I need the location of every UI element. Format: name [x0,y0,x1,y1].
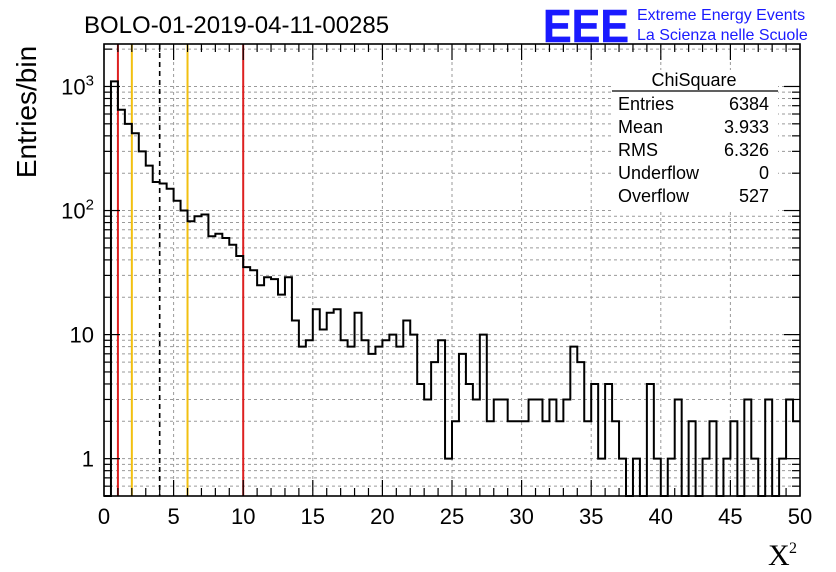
x-axis-label: X 2 [768,539,797,572]
x-tick-label: 45 [718,504,742,529]
histogram-bin [473,399,480,496]
histogram-bin [438,340,445,496]
histogram-bin [278,295,285,496]
histogram-bin [577,362,584,496]
stats-value-underflow: 0 [759,163,769,183]
x-tick-label: 30 [509,504,533,529]
x-tick-label: 35 [579,504,603,529]
histogram-bin [563,399,570,496]
histogram-bin [222,238,229,496]
histogram-bin [215,234,222,496]
histogram-bin [382,340,389,496]
y-tick-label: 1 [82,447,94,472]
histogram-bin [389,335,396,496]
histogram-bin [118,110,125,496]
y-tick-label: 10 [70,323,94,348]
histogram-bin [362,340,369,496]
stats-value-mean: 3.933 [724,117,769,137]
logo-line-1: Extreme Energy Events [637,7,805,24]
histogram-bin [313,309,320,496]
histogram-bin [250,270,257,496]
histogram-bin [111,81,118,496]
histogram-bin [132,133,139,496]
histogram-bin [786,399,793,496]
histogram-bin [549,399,556,496]
x-tick-label: 15 [301,504,325,529]
x-axis-label-superscript: 2 [789,540,797,557]
stats-value-rms: 6.326 [724,140,769,160]
histogram-bin [125,124,132,496]
x-tick-label: 10 [231,504,255,529]
stats-label-entries: Entries [618,94,674,114]
eee-logo-mark: EEE [543,0,629,52]
x-tick-label: 0 [98,504,110,529]
y-tick-label: 103 [61,72,94,99]
x-tick-label: 40 [649,504,673,529]
histogram-bin [285,277,292,496]
x-tick-label: 20 [370,504,394,529]
histogram-bin [431,362,438,496]
histogram-bin [167,189,174,496]
x-tick-label: 5 [167,504,179,529]
stats-label-underflow: Underflow [618,163,700,183]
histogram-bin [605,384,612,496]
eee-logo: EEE Extreme Energy Events La Scienza nel… [543,0,808,52]
histogram-bin [271,279,278,496]
histogram-bin [647,384,654,496]
histogram-bin [459,354,466,496]
histogram-bin [591,384,598,496]
stats-box-background [612,70,778,212]
histogram-bin [417,384,424,496]
histogram-bin [201,214,208,496]
stats-box-title: ChiSquare [651,70,736,90]
x-tick-label: 25 [440,504,464,529]
x-tick-label: 50 [788,504,812,529]
histogram-bin [341,340,348,496]
histogram-bin [194,216,201,496]
x-axis-label-text: X [768,539,790,572]
histogram-bin [675,399,682,496]
stats-value-overflow: 527 [739,186,769,206]
y-axis-label: Entries/bin [11,46,42,178]
histogram-bin [466,384,473,496]
ticks-layer [103,44,801,496]
histogram-bin [424,399,431,496]
histogram-bin [146,166,153,496]
chart-title: BOLO-01-2019-04-11-00285 [84,12,389,39]
logo-line-2: La Scienza nelle Scuole [637,27,808,44]
y-tick-label: 102 [61,197,94,224]
histogram-bin [536,399,543,496]
histogram-bin [264,277,271,496]
histogram-bin [501,399,508,496]
histogram-bin [494,399,501,496]
histogram-bin [188,221,195,496]
stats-label-rms: RMS [618,140,658,160]
histogram-bin [306,340,313,496]
tick-labels-layer: 0 5 10 15 20 25 30 35 40 45 50 1 10 102 103 [61,72,812,529]
histogram-bin [153,182,160,496]
histogram-bin [174,201,181,496]
histogram-bin [765,399,772,496]
histogram-bin [334,309,341,496]
histogram-bin [181,211,188,496]
histogram-bin [368,354,375,496]
stats-box: ChiSquare Entries 6384 Mean 3.933 RMS 6.… [612,70,778,212]
stats-value-entries: 6384 [729,94,769,114]
stats-label-overflow: Overflow [618,186,690,206]
histogram-bin [139,151,146,496]
stats-label-mean: Mean [618,117,663,137]
histogram-bin [243,267,250,496]
histogram-bin [744,399,751,496]
histogram-bin [480,335,487,496]
vertical-lines-layer [116,44,245,496]
histogram-bin [236,256,243,496]
histogram-bin [410,335,417,496]
histogram-bin [529,399,536,496]
